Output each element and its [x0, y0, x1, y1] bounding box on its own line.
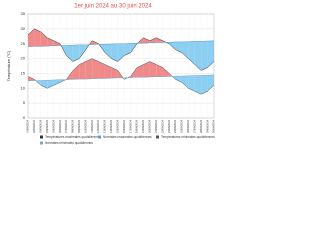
deviation-fill	[40, 31, 48, 47]
deviation-fill	[181, 41, 189, 59]
y-tick-label: 5	[23, 100, 26, 105]
y-tick-label: 15	[21, 70, 26, 75]
x-tick-label: 09/06/2024	[77, 119, 81, 133]
x-tick-label: 01/06/2024	[26, 119, 30, 133]
deviation-fill	[188, 75, 195, 92]
deviation-fill	[156, 64, 163, 77]
y-tick-label: 20	[21, 56, 26, 61]
x-tick-label: 11/06/2024	[90, 119, 94, 132]
deviation-fill	[47, 79, 54, 89]
deviation-fill	[149, 61, 157, 77]
legend-label: Normales minimales quotidiennes	[45, 141, 93, 145]
legend-label: Températures minimales quotidiennes	[161, 135, 215, 139]
deviation-fill	[149, 37, 157, 43]
x-tick-label: 14/06/2024	[109, 119, 113, 133]
y-tick-label: 25	[21, 41, 26, 46]
deviation-fill	[188, 41, 195, 65]
deviation-fill	[181, 75, 189, 89]
deviation-fill	[98, 61, 105, 79]
deviation-fill	[34, 28, 41, 47]
x-tick-label: 13/06/2024	[103, 119, 107, 133]
deviation-fill	[207, 40, 214, 68]
deviation-fill	[53, 79, 61, 86]
deviation-fill	[28, 28, 35, 47]
deviation-fill	[47, 37, 54, 47]
deviation-fill	[143, 37, 150, 44]
x-tick-label: 18/06/2024	[135, 119, 139, 133]
legend-label: Normales maximales quotidiennes	[103, 135, 152, 139]
x-tick-label: 30/06/2024	[212, 119, 216, 133]
deviation-fill	[137, 64, 144, 78]
x-tick-label: 23/06/2024	[167, 119, 171, 133]
legend-swatch	[40, 135, 43, 139]
y-tick-label: 30	[21, 26, 26, 31]
deviation-fill	[72, 44, 80, 62]
deviation-fill	[117, 43, 125, 62]
deviation-fill	[79, 61, 86, 80]
x-tick-label: 16/06/2024	[122, 119, 126, 133]
deviation-fill	[201, 75, 208, 95]
y-tick-label: 35	[21, 11, 26, 16]
x-tick-label: 27/06/2024	[192, 119, 196, 133]
deviation-fill	[162, 67, 170, 77]
deviation-fill	[124, 43, 131, 56]
x-tick-label: 25/06/2024	[180, 119, 184, 133]
x-tick-label: 03/06/2024	[39, 119, 43, 133]
x-tick-label: 05/06/2024	[51, 119, 55, 133]
x-tick-label: 22/06/2024	[160, 119, 164, 133]
deviation-fill	[104, 44, 112, 59]
chart: 1er juin 2024 au 30 juin 2024 Températur…	[6, 4, 216, 145]
chart-title: 1er juin 2024 au 30 juin 2024	[74, 4, 152, 10]
deviation-fill	[194, 75, 202, 95]
deviation-fill	[194, 41, 202, 71]
y-tick-label: 0	[23, 115, 26, 120]
y-tick-label: 10	[21, 85, 26, 90]
x-tick-label: 24/06/2024	[173, 119, 177, 133]
deviation-fill	[169, 41, 176, 50]
deviation-fill	[92, 58, 99, 79]
deviation-fill	[201, 41, 208, 71]
deviation-fill	[72, 64, 80, 80]
deviation-fill	[111, 43, 118, 62]
deviation-fill	[175, 76, 182, 83]
x-tick-label: 02/06/2024	[32, 119, 36, 133]
deviation-fill	[85, 58, 93, 80]
x-tick-label: 04/06/2024	[45, 119, 49, 133]
deviation-fill	[175, 41, 182, 53]
deviation-fill	[111, 67, 118, 79]
x-tick-label: 07/06/2024	[64, 119, 68, 133]
x-tick-label: 28/06/2024	[199, 119, 203, 133]
x-tick-label: 20/06/2024	[148, 119, 152, 133]
deviation-fill	[104, 64, 112, 79]
x-tick-label: 19/06/2024	[141, 119, 145, 133]
series-line	[27, 58, 215, 95]
legend-swatch	[40, 141, 43, 145]
series-line	[27, 40, 215, 47]
legend-label: Températures maximales quotidiennes	[45, 135, 100, 139]
x-tick-label: 26/06/2024	[186, 119, 190, 133]
x-tick-label: 08/06/2024	[71, 119, 75, 133]
deviation-fill	[156, 37, 163, 43]
deviation-fill	[207, 74, 214, 92]
deviation-fill	[40, 80, 48, 89]
x-tick-label: 06/06/2024	[58, 119, 62, 133]
deviation-fill	[66, 45, 73, 62]
x-tick-label: 12/06/2024	[96, 119, 100, 133]
deviation-fill	[79, 44, 86, 59]
x-tick-label: 29/06/2024	[205, 119, 209, 133]
legend-swatch	[98, 135, 101, 139]
y-axis-title: Température (°C)	[6, 50, 11, 81]
series-line	[27, 28, 215, 71]
x-tick-label: 17/06/2024	[128, 119, 132, 133]
x-tick-label: 15/06/2024	[115, 119, 119, 133]
deviation-fill	[53, 40, 61, 46]
deviation-fill	[28, 76, 35, 81]
deviation-fill	[143, 61, 150, 78]
x-tick-label: 21/06/2024	[154, 119, 158, 133]
plot-frame	[27, 13, 215, 119]
series-line	[27, 74, 215, 82]
legend-swatch	[156, 135, 159, 139]
x-tick-label: 10/06/2024	[83, 119, 87, 133]
